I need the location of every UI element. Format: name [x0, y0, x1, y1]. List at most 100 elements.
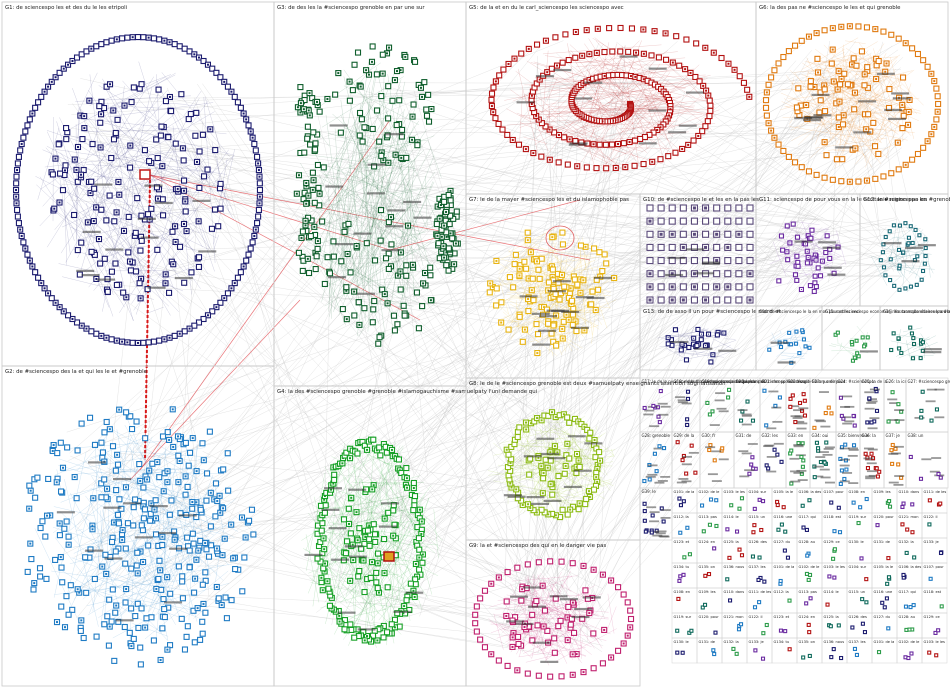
graph-node[interactable]: [744, 86, 751, 93]
graph-node[interactable]: [65, 533, 72, 540]
graph-node[interactable]: [299, 267, 306, 274]
graph-node[interactable]: [899, 74, 907, 81]
graph-node[interactable]: [929, 418, 934, 423]
graph-node[interactable]: [798, 37, 805, 44]
graph-node[interactable]: [529, 611, 536, 618]
graph-node[interactable]: [57, 488, 65, 495]
graph-node[interactable]: [32, 494, 39, 501]
graph-node[interactable]: [140, 484, 147, 491]
graph-node[interactable]: [538, 153, 545, 160]
graph-node[interactable]: [675, 440, 680, 445]
graph-node[interactable]: [351, 634, 358, 641]
graph-node[interactable]: [419, 559, 426, 566]
graph-node[interactable]: [445, 245, 452, 252]
graph-node[interactable]: [199, 131, 206, 138]
graph-node[interactable]: [395, 456, 403, 463]
graph-node[interactable]: [881, 265, 887, 270]
graph-node[interactable]: [97, 119, 104, 126]
graph-node[interactable]: [59, 579, 66, 586]
graph-node[interactable]: [130, 522, 137, 529]
graph-node[interactable]: [899, 125, 906, 132]
graph-node[interactable]: [254, 220, 261, 227]
graph-node[interactable]: [133, 418, 140, 425]
graph-node[interactable]: [838, 178, 845, 185]
graph-node[interactable]: [138, 81, 145, 88]
graph-node[interactable]: [672, 149, 679, 156]
graph-node[interactable]: [821, 108, 829, 115]
graph-node[interactable]: [78, 239, 85, 246]
graph-node[interactable]: [735, 296, 743, 304]
graph-node[interactable]: [390, 507, 397, 514]
graph-node[interactable]: [713, 270, 721, 278]
graph-node[interactable]: [561, 283, 568, 290]
graph-node[interactable]: [132, 229, 139, 236]
graph-node[interactable]: [552, 34, 559, 41]
graph-node[interactable]: [217, 180, 224, 187]
graph-node[interactable]: [646, 243, 654, 251]
graph-node[interactable]: [183, 633, 190, 640]
graph-node[interactable]: [186, 547, 193, 554]
graph-node[interactable]: [102, 551, 109, 558]
graph-node[interactable]: [224, 83, 231, 90]
graph-node[interactable]: [199, 618, 206, 625]
graph-node[interactable]: [330, 238, 337, 245]
graph-node[interactable]: [355, 299, 362, 306]
graph-node[interactable]: [824, 233, 830, 239]
graph-node[interactable]: [914, 50, 922, 58]
graph-node[interactable]: [706, 113, 713, 120]
graph-node[interactable]: [88, 328, 95, 335]
graph-node[interactable]: [547, 558, 554, 565]
graph-node[interactable]: [161, 606, 168, 613]
graph-node[interactable]: [101, 429, 108, 436]
graph-node[interactable]: [560, 318, 567, 325]
graph-node[interactable]: [127, 413, 134, 420]
graph-node[interactable]: [637, 135, 644, 142]
graph-node[interactable]: [762, 388, 767, 393]
graph-node[interactable]: [309, 169, 316, 176]
graph-node[interactable]: [788, 396, 793, 401]
graph-node[interactable]: [899, 350, 904, 356]
graph-node[interactable]: [515, 640, 522, 648]
graph-node[interactable]: [883, 234, 888, 240]
graph-node[interactable]: [56, 532, 63, 539]
graph-node[interactable]: [892, 283, 897, 288]
graph-node[interactable]: [447, 212, 454, 219]
graph-node[interactable]: [71, 211, 78, 219]
graph-node[interactable]: [472, 611, 479, 618]
graph-node[interactable]: [106, 596, 113, 603]
graph-node[interactable]: [794, 277, 800, 283]
graph-node[interactable]: [181, 279, 188, 286]
graph-node[interactable]: [137, 247, 144, 254]
graph-node[interactable]: [839, 413, 844, 418]
graph-node[interactable]: [304, 135, 311, 142]
graph-node[interactable]: [191, 589, 198, 596]
graph-node[interactable]: [38, 93, 45, 100]
graph-node[interactable]: [355, 573, 362, 580]
graph-node[interactable]: [156, 474, 163, 481]
graph-node[interactable]: [906, 235, 912, 240]
graph-node[interactable]: [891, 223, 896, 228]
graph-node[interactable]: [540, 475, 547, 482]
graph-node[interactable]: [203, 546, 210, 553]
graph-node[interactable]: [541, 607, 549, 614]
graph-node[interactable]: [590, 665, 597, 672]
graph-node[interactable]: [625, 48, 632, 55]
graph-node[interactable]: [922, 261, 927, 266]
graph-node[interactable]: [80, 634, 87, 642]
graph-node[interactable]: [445, 191, 452, 199]
graph-node[interactable]: [813, 284, 819, 290]
graph-node[interactable]: [821, 86, 828, 93]
graph-node[interactable]: [602, 141, 609, 148]
graph-node[interactable]: [561, 134, 568, 141]
graph-node[interactable]: [708, 359, 714, 365]
graph-node[interactable]: [319, 520, 326, 527]
graph-node[interactable]: [212, 513, 219, 520]
graph-node[interactable]: [370, 306, 377, 313]
graph-node[interactable]: [297, 84, 304, 91]
graph-node[interactable]: [14, 206, 21, 214]
graph-node[interactable]: [351, 61, 358, 68]
graph-node[interactable]: [775, 141, 782, 148]
graph-node[interactable]: [591, 245, 598, 252]
graph-node[interactable]: [321, 509, 328, 516]
graph-node[interactable]: [802, 398, 807, 403]
